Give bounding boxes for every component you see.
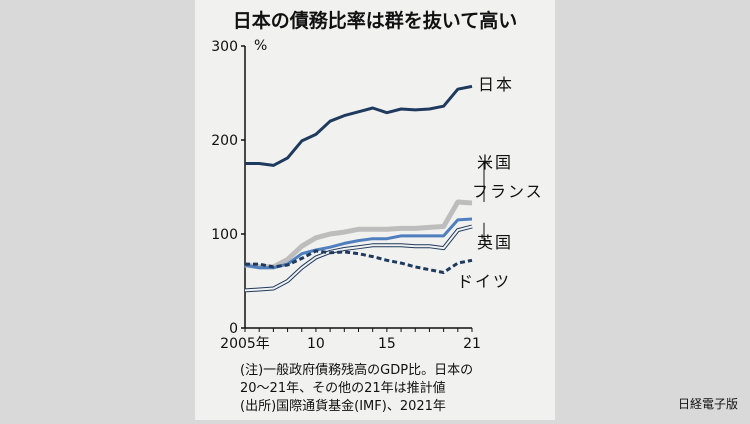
x-tick-label: 2005年 [220, 336, 270, 352]
x-tick-label: 15 [378, 336, 396, 352]
footnote-line: 20～21年、その他の21年は推計値 [240, 380, 446, 396]
series-label-米国: 米国 [477, 153, 513, 172]
source-credit: 日経電子版 [677, 397, 738, 411]
chart-panel: 日本の債務比率は群を抜いて高い % 0 100 200 300 2005年 10 15 21 … [195, 0, 555, 420]
y-tick-label: 300 [211, 39, 238, 55]
series-label-日本: 日本 [478, 75, 514, 94]
series-line-日本 [245, 84, 473, 167]
series-line-米国 [244, 199, 473, 270]
y-tick-label: 0 [229, 321, 238, 337]
x-tick-label: 10 [307, 336, 325, 352]
series-line-英国-inner [244, 225, 473, 292]
footnote-line: (注)一般政府債務残高のGDP比。日本の [240, 362, 473, 378]
series-label-フランス: フランス [472, 182, 544, 201]
series-label-ドイツ: ドイツ [457, 272, 511, 291]
y-axis-unit: % [254, 38, 267, 54]
footnote-line: (出所)国際通貨基金(IMF)、2021年 [240, 398, 446, 414]
leader-uk [483, 222, 490, 242]
series-label-英国: 英国 [477, 233, 513, 252]
y-tick-label: 100 [211, 227, 238, 243]
chart-title: 日本の債務比率は群を抜いて高い [233, 9, 517, 32]
x-tick-label: 21 [463, 336, 481, 352]
leader-usa [483, 162, 490, 203]
y-tick-label: 200 [211, 133, 238, 149]
series-line-フランス [244, 217, 473, 270]
series-line-ドイツ [245, 249, 473, 275]
